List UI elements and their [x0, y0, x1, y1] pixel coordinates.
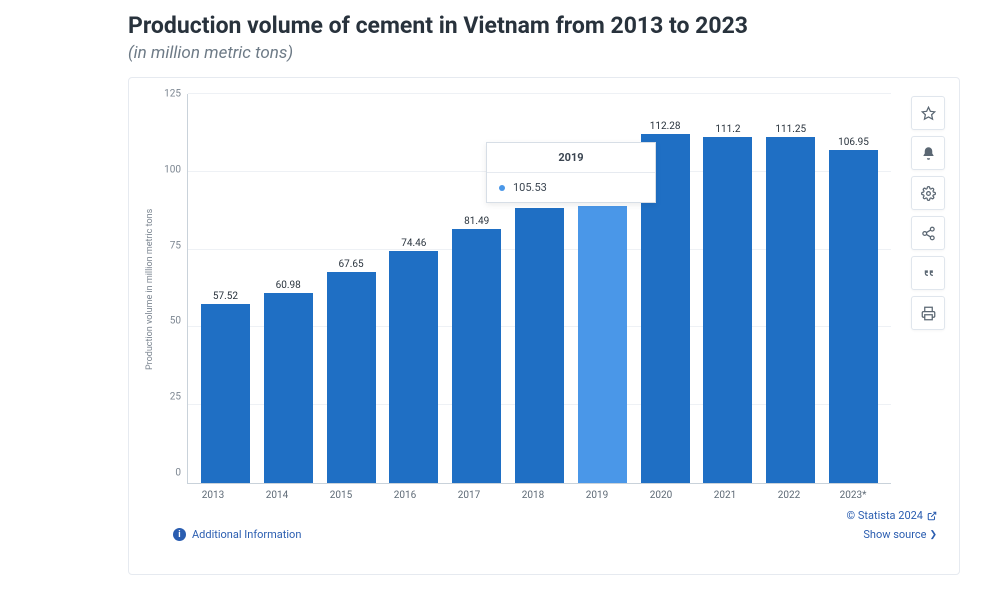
print-icon	[921, 306, 936, 321]
x-tick: 2023*	[821, 490, 885, 501]
tooltip-dot-icon	[499, 185, 505, 191]
quote-icon	[921, 266, 936, 281]
gear-button[interactable]	[911, 176, 945, 210]
quote-button[interactable]	[911, 256, 945, 290]
y-tick: 25	[170, 392, 181, 403]
y-tick: 100	[164, 164, 181, 175]
bar-value-label: 106.95	[838, 137, 869, 148]
bar-column[interactable]: 74.46	[382, 94, 445, 483]
x-tick: 2015	[309, 490, 373, 501]
tooltip-header: 2019	[487, 143, 655, 173]
bar[interactable]	[452, 229, 501, 483]
hover-tooltip: 2019 105.53	[486, 142, 656, 203]
plot-area: Production volume in million metric tons…	[137, 94, 951, 484]
copyright-text: © Statista 2024	[847, 509, 937, 522]
bar-value-label: 112.28	[650, 121, 681, 132]
x-tick: 2022	[757, 490, 821, 501]
bar[interactable]	[515, 208, 564, 483]
chart-card: Production volume in million metric tons…	[128, 77, 960, 575]
y-axis-ticks: 1251007550250	[157, 94, 187, 484]
share-button[interactable]	[911, 216, 945, 250]
bar[interactable]	[578, 206, 627, 483]
x-tick: 2013	[181, 490, 245, 501]
additional-info-label: Additional Information	[192, 528, 301, 541]
gear-icon	[921, 186, 936, 201]
bar-column[interactable]: 111.2	[697, 94, 760, 483]
y-tick: 125	[164, 89, 181, 100]
y-tick: 75	[170, 240, 181, 251]
x-tick: 2018	[501, 490, 565, 501]
print-button[interactable]	[911, 296, 945, 330]
bar-column[interactable]: 106.95	[822, 94, 885, 483]
bar-value-label: 57.52	[213, 291, 238, 302]
show-source-link[interactable]: Show source ❯	[847, 528, 937, 541]
bar-plot: 57.52 60.98 67.65 74.46 81.49 112.28 111.2 111.…	[187, 94, 891, 484]
bar[interactable]	[766, 137, 815, 483]
info-icon: i	[173, 528, 186, 541]
x-tick: 2016	[373, 490, 437, 501]
external-link-icon	[927, 511, 937, 521]
bar[interactable]	[829, 150, 878, 483]
y-tick: 0	[175, 467, 181, 478]
y-tick: 50	[170, 316, 181, 327]
bar[interactable]	[389, 251, 438, 483]
bar[interactable]	[703, 137, 752, 483]
chevron-right-icon: ❯	[929, 530, 937, 540]
x-tick: 2014	[245, 490, 309, 501]
bar-column[interactable]: 60.98	[257, 94, 320, 483]
bell-button[interactable]	[911, 136, 945, 170]
bar-value-label: 67.65	[338, 259, 363, 270]
x-tick: 2017	[437, 490, 501, 501]
bar-value-label: 81.49	[464, 216, 489, 227]
bar-value-label: 111.25	[775, 124, 806, 135]
share-icon	[921, 226, 936, 241]
y-axis-label: Production volume in million metric tons	[143, 94, 157, 484]
bar[interactable]	[201, 304, 250, 483]
bar-column[interactable]: 57.52	[194, 94, 257, 483]
x-axis-ticks: 2013201420152016201720182019202020212022…	[137, 484, 951, 501]
bar-value-label: 111.2	[715, 124, 740, 135]
x-tick: 2019	[565, 490, 629, 501]
bar-value-label: 60.98	[276, 280, 301, 291]
bar-column[interactable]: 67.65	[320, 94, 383, 483]
bar-value-label: 74.46	[401, 238, 426, 249]
chart-title: Production volume of cement in Vietnam f…	[128, 12, 960, 39]
x-tick: 2020	[629, 490, 693, 501]
side-action-bar	[911, 96, 945, 330]
additional-info-link[interactable]: i Additional Information	[173, 528, 301, 541]
favorite-button[interactable]	[911, 96, 945, 130]
x-tick: 2021	[693, 490, 757, 501]
bar[interactable]	[327, 272, 376, 483]
favorite-icon	[921, 106, 936, 121]
bell-icon	[921, 146, 936, 161]
card-footer: i Additional Information © Statista 2024…	[137, 501, 951, 541]
bar[interactable]	[264, 293, 313, 483]
tooltip-value: 105.53	[513, 181, 547, 194]
bar-column[interactable]: 111.25	[759, 94, 822, 483]
chart-subtitle: (in million metric tons)	[128, 43, 960, 63]
